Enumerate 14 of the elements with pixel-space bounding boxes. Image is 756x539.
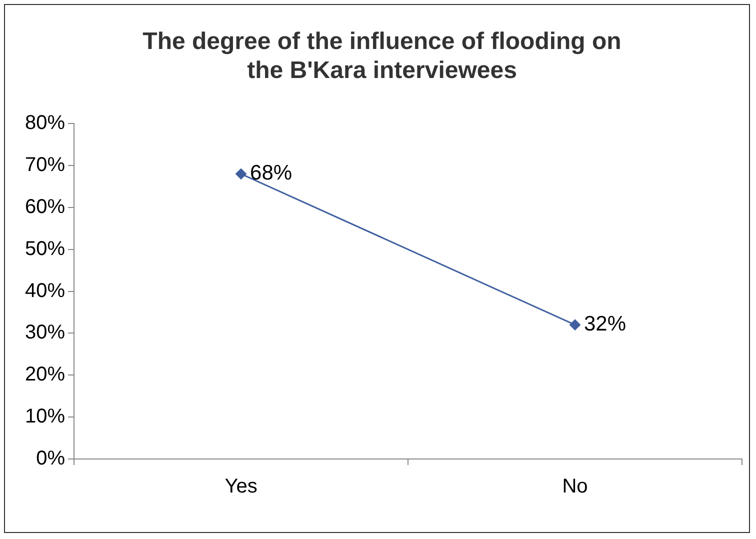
y-tick-label: 70%	[25, 154, 66, 176]
data-label: 68%	[250, 162, 292, 185]
data-label: 32%	[584, 312, 626, 336]
y-tick-label: 0%	[36, 448, 66, 470]
y-tick-label: 80%	[25, 112, 66, 134]
x-tick-label: Yes	[224, 476, 258, 498]
y-tick-label: 10%	[25, 406, 66, 428]
y-tick-label: 30%	[25, 322, 66, 344]
y-tick-label: 40%	[25, 280, 66, 302]
y-tick-label: 50%	[25, 238, 66, 260]
y-tick-label: 60%	[25, 196, 66, 218]
x-tick-label: No	[562, 476, 588, 498]
chart-title: The degree of the influence of flooding on the B'Kara interviewees	[142, 28, 622, 84]
y-tick-label: 20%	[25, 364, 66, 386]
